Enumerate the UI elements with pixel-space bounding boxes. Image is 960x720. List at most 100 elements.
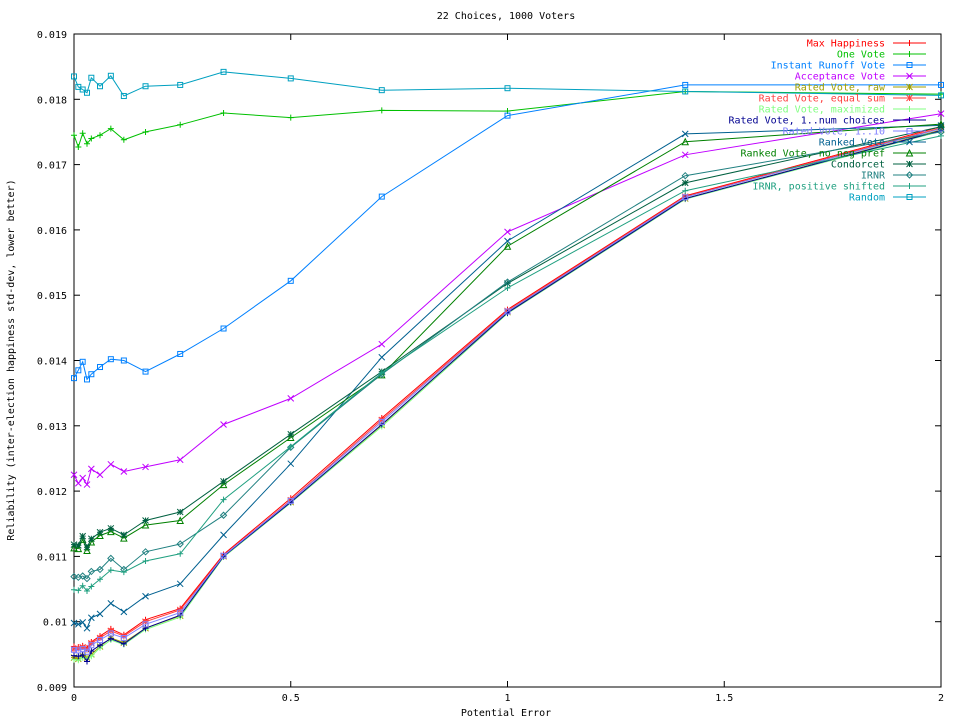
data-point	[378, 418, 385, 425]
data-point	[84, 89, 91, 96]
data-point	[74, 620, 82, 628]
data-point	[96, 531, 104, 540]
data-point	[142, 621, 149, 628]
data-point	[107, 125, 114, 132]
data-point	[79, 130, 86, 137]
y-tick-label: 0.009	[37, 683, 67, 694]
data-point	[142, 625, 149, 632]
data-point	[87, 535, 95, 543]
data-point	[120, 640, 127, 647]
data-point	[70, 645, 78, 653]
legend-swatch-marker	[906, 62, 913, 68]
data-point	[286, 433, 295, 442]
data-point	[378, 416, 386, 424]
series-0	[71, 123, 944, 651]
legend-label: Rated Vote, equal sum	[759, 94, 885, 105]
data-point	[75, 647, 82, 654]
legend-label: Acceptance Vote	[795, 72, 885, 83]
data-point	[504, 85, 511, 92]
y-tick-label: 0.019	[37, 30, 67, 41]
legend-label: Instant Runoff Vote	[771, 61, 885, 72]
data-point	[107, 460, 115, 468]
data-point	[682, 187, 689, 194]
data-point	[84, 588, 91, 595]
data-point	[176, 508, 184, 516]
data-point	[88, 583, 95, 590]
legend-label: Rated Vote, raw	[795, 83, 886, 94]
legend-label: IRNR	[861, 171, 886, 182]
data-point	[84, 658, 91, 665]
data-point	[79, 474, 87, 482]
data-point	[87, 614, 95, 622]
data-point	[504, 308, 511, 315]
data-point	[84, 376, 91, 383]
y-tick-label: 0.011	[37, 552, 67, 563]
data-point	[74, 544, 83, 553]
data-point	[88, 74, 95, 81]
y-tick-label: 0.015	[37, 291, 67, 302]
series-7	[71, 127, 944, 665]
data-point	[504, 280, 511, 287]
data-point	[107, 600, 115, 607]
y-tick-label: 0.01	[43, 618, 67, 629]
data-point	[681, 179, 689, 187]
data-point	[71, 586, 77, 593]
data-point	[177, 121, 184, 128]
series-9	[70, 122, 945, 632]
data-point	[220, 552, 227, 559]
data-point	[287, 395, 295, 402]
data-point	[107, 630, 114, 637]
data-point	[79, 358, 86, 365]
series-line	[73, 84, 941, 381]
series-1	[71, 88, 944, 150]
data-point	[79, 643, 87, 651]
data-point	[107, 635, 114, 642]
data-point	[287, 443, 294, 450]
data-point	[84, 140, 91, 147]
data-point	[71, 73, 77, 80]
data-point	[96, 634, 104, 642]
data-point	[97, 83, 104, 90]
x-tick-label: 2	[938, 693, 944, 704]
data-point	[97, 364, 104, 371]
data-point	[75, 653, 82, 660]
data-point	[504, 112, 511, 119]
legend-swatch-marker	[906, 194, 913, 200]
data-point	[83, 546, 91, 555]
data-point	[938, 92, 944, 99]
y-tick-label: 0.013	[37, 422, 67, 433]
data-point	[120, 533, 128, 542]
legend-label: Rated Vote, 1..num choices	[728, 116, 885, 127]
x-tick-label: 0	[71, 693, 77, 704]
data-point	[220, 110, 227, 117]
data-point	[177, 81, 184, 88]
data-point	[177, 609, 184, 616]
series-13	[71, 132, 944, 595]
data-point	[220, 68, 227, 75]
data-point	[142, 592, 149, 600]
data-point	[71, 375, 77, 382]
data-point	[378, 369, 385, 376]
data-point	[142, 517, 149, 524]
data-point	[83, 481, 91, 488]
data-point	[79, 652, 86, 659]
data-point	[141, 548, 150, 556]
data-point	[287, 277, 294, 284]
series-line	[73, 113, 942, 486]
data-point	[220, 531, 227, 539]
series-5	[70, 124, 945, 654]
data-point	[142, 368, 149, 375]
data-point	[378, 87, 385, 94]
data-point	[96, 565, 104, 574]
data-point	[88, 642, 95, 649]
data-point	[88, 371, 95, 378]
data-point	[378, 353, 386, 361]
data-point	[75, 143, 82, 150]
legend-swatch-marker	[906, 51, 913, 57]
y-tick-label: 0.018	[37, 95, 67, 106]
data-point	[120, 468, 128, 475]
data-point	[142, 557, 149, 564]
legend-swatch-marker	[906, 117, 913, 123]
data-point	[78, 572, 87, 580]
